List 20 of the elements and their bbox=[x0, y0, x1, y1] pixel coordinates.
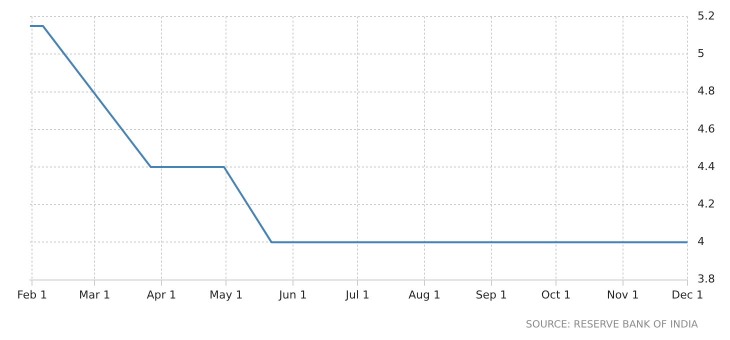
y-tick-label: 3.8 bbox=[698, 272, 716, 286]
y-tick-label: 5.2 bbox=[698, 9, 716, 22]
x-tick-label: Dec 1 bbox=[672, 288, 704, 302]
y-tick-label: 4.2 bbox=[698, 197, 716, 210]
x-tick-label: Jun 1 bbox=[278, 288, 307, 302]
x-tick-label: Feb 1 bbox=[17, 288, 48, 302]
x-tick-label: Aug 1 bbox=[408, 288, 440, 302]
x-tick-label: Mar 1 bbox=[79, 288, 110, 302]
x-tick-label: Nov 1 bbox=[606, 288, 639, 302]
x-tick-label: May 1 bbox=[210, 288, 243, 302]
y-tick-label: 4.8 bbox=[698, 84, 716, 98]
y-tick-label: 4 bbox=[698, 235, 705, 248]
x-tick-label: Jul 1 bbox=[344, 288, 370, 302]
y-tick-label: 5 bbox=[698, 47, 705, 60]
x-tick-label: Sep 1 bbox=[476, 288, 507, 302]
x-tick-label: Apr 1 bbox=[146, 288, 176, 302]
y-tick-label: 4.6 bbox=[698, 122, 716, 136]
y-tick-label: 4.4 bbox=[698, 160, 716, 173]
source-note: SOURCE: RESERVE BANK OF INDIA bbox=[526, 320, 698, 331]
x-tick-label: Oct 1 bbox=[541, 288, 571, 302]
